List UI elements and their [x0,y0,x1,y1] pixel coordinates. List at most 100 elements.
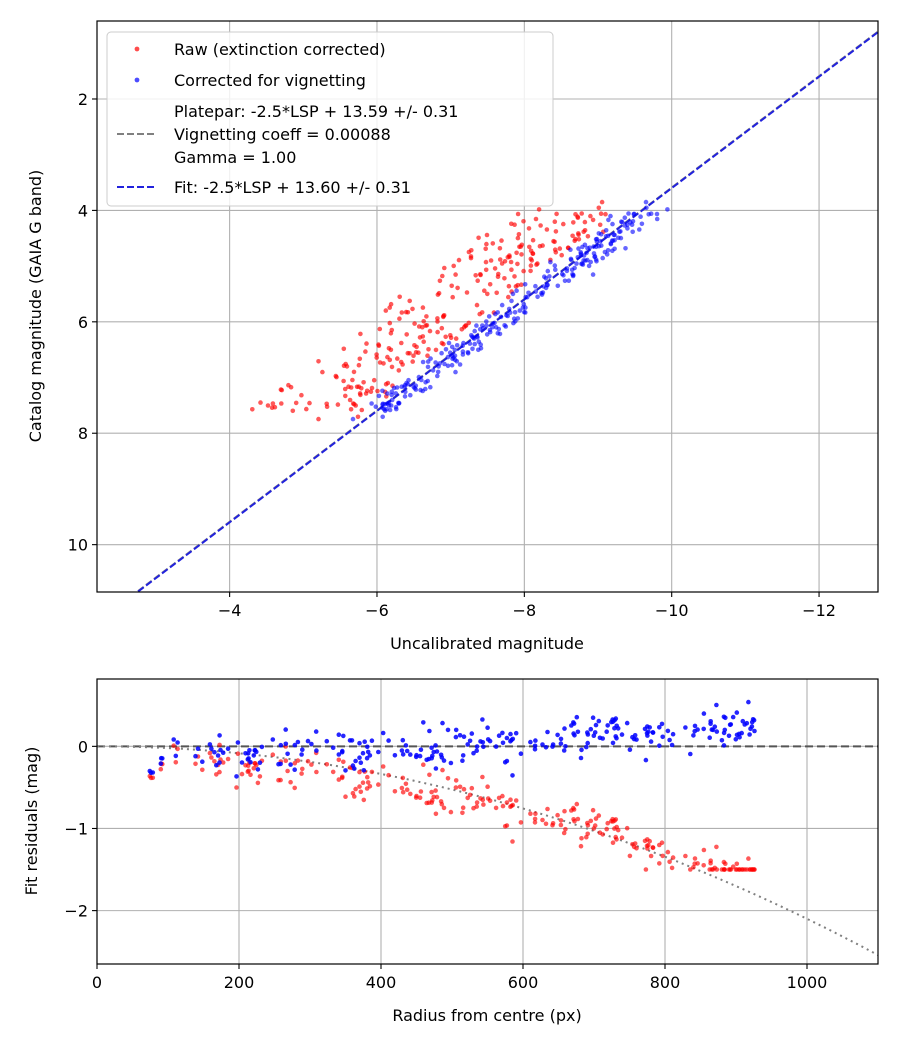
raw-point [496,271,501,277]
legend-fit-label: Fit: -2.5*LSP + 13.60 +/- 0.31 [174,178,411,197]
raw-point [356,362,362,368]
raw-point [464,290,470,295]
corrected-residual-point [158,755,164,761]
raw-point [258,400,263,405]
corrected-residual-point [504,758,510,764]
corrected-point [425,359,431,364]
top-corrected-points [350,199,670,422]
raw-point [453,336,459,341]
raw-residual-point [251,766,257,771]
corrected-point [380,414,386,420]
raw-point [582,228,588,233]
corrected-point [454,359,460,364]
raw-residual-point [431,794,437,800]
corrected-residual-point [207,742,213,747]
corrected-point [475,335,480,340]
raw-residual-point [650,845,656,850]
raw-point [410,359,416,364]
raw-residual-point [665,849,671,855]
corrected-residual-point [645,733,650,738]
corrected-residual-point [295,739,301,745]
y-tick-label: −1 [64,819,88,838]
corrected-residual-point [508,739,513,744]
corrected-point [618,229,623,234]
corrected-residual-point [504,735,510,741]
x-tick-label: 600 [508,973,539,992]
raw-residual-point [217,742,222,748]
raw-point [603,211,608,217]
top-x-axis-title: Uncalibrated magnitude [390,634,584,653]
top-fit-lines [135,30,878,592]
raw-residual-point [692,861,697,866]
raw-residual-point [667,859,672,865]
corrected-residual-point [255,767,261,772]
raw-residual-point [591,826,597,831]
raw-residual-point [324,762,330,767]
raw-residual-point [453,785,459,790]
corrected-residual-point [438,752,444,758]
corrected-point [435,369,441,375]
raw-residual-point [563,826,568,832]
corrected-residual-point [669,742,675,748]
raw-point [475,278,481,284]
corrected-point [596,243,602,249]
top-ticks: −4 −6 −8 −10 −12 2 4 6 8 10 [68,90,836,620]
raw-point [455,285,460,291]
corrected-residual-point [299,752,304,757]
raw-point [437,278,443,284]
corrected-point [503,324,509,329]
raw-residual-point [504,823,510,828]
corrected-residual-point [330,745,336,750]
raw-residual-point [588,818,594,824]
raw-point [478,272,483,278]
raw-point [483,246,489,252]
raw-residual-point [600,832,605,837]
raw-residual-point [709,867,715,872]
raw-point [441,314,446,320]
corrected-residual-point [292,767,298,772]
corrected-point [389,392,395,398]
raw-point [354,384,360,390]
corrected-point [506,306,512,312]
corrected-residual-point [270,737,276,742]
y-tick-label: 8 [78,424,88,443]
raw-point [513,284,519,289]
raw-residual-point [627,853,633,859]
corrected-point [413,387,419,392]
raw-point [450,294,456,300]
raw-point [526,226,532,231]
corrected-point [498,314,504,320]
raw-residual-point [438,799,444,804]
corrected-residual-point [624,720,630,726]
corrected-residual-point [543,745,549,750]
raw-residual-point [645,837,650,842]
corrected-point [389,397,395,403]
legend-raw-marker [134,46,140,52]
raw-residual-point [487,798,493,804]
raw-residual-point [574,801,580,807]
raw-point [399,310,405,315]
corrected-point [637,227,642,232]
raw-residual-point [158,766,164,772]
raw-point [505,254,511,260]
corrected-residual-point [339,749,345,755]
raw-point [490,241,496,246]
corrected-point [402,394,408,399]
raw-point [426,347,431,352]
y-tick-label: 0 [78,737,88,756]
corrected-residual-point [246,756,251,761]
raw-point [559,252,564,258]
corrected-residual-point [173,753,179,759]
raw-residual-point [276,777,281,783]
raw-residual-point [660,853,665,859]
corrected-residual-point [688,751,693,757]
corrected-point [606,217,611,223]
raw-residual-point [508,797,513,802]
corrected-point [648,211,654,216]
raw-point [359,386,364,391]
raw-point [530,251,535,256]
raw-point [597,222,603,228]
x-tick-label: 1000 [787,973,828,992]
corrected-residual-point [309,741,314,747]
